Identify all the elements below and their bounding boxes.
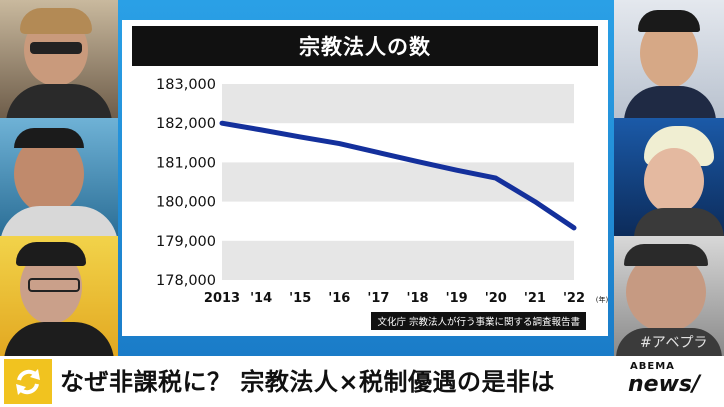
x-tick-label: 2013: [204, 291, 240, 306]
y-tick-label: 183,000: [156, 77, 216, 93]
x-tick-label: '19: [446, 291, 468, 306]
panelist-video-4: [614, 0, 724, 118]
grid-band: [222, 162, 574, 202]
y-tick-label: 182,000: [156, 116, 216, 132]
x-tick-label: '17: [367, 291, 389, 306]
caption-bar: [0, 356, 724, 407]
caption-text: なぜ非課税に？ 宗教法人×税制優遇の是非は: [60, 368, 555, 396]
y-tick-label: 180,000: [156, 195, 216, 211]
line-chart: 183,000 182,000 181,000 180,000 179,000 178,0…: [156, 77, 608, 306]
abema-news-logo: ABEMA news/: [622, 360, 722, 404]
grid-band: [222, 240, 574, 280]
y-tick-label: 181,000: [156, 155, 216, 171]
x-tick-label: '20: [485, 291, 507, 306]
panelist-video-2: [0, 118, 118, 236]
x-unit-label: (年): [596, 295, 608, 304]
y-tick-label: 178,000: [156, 273, 216, 289]
chart-board: 宗教法人の数 183,000 182,000 181,000 180,000 179,0…: [122, 20, 608, 336]
panelist-video-5: [614, 118, 724, 236]
grid-band: [222, 84, 574, 124]
x-tick-label: '14: [250, 291, 272, 306]
panelist-video-1: [0, 0, 118, 118]
refresh-arrows-icon: [4, 359, 52, 404]
hashtag-label: #アベプラ: [640, 335, 708, 351]
y-tick-label: 179,000: [156, 234, 216, 250]
x-tick-label: '22: [563, 291, 585, 306]
x-tick-label: '18: [407, 291, 429, 306]
chart-title: 宗教法人の数: [132, 26, 598, 66]
chart-source: 文化庁 宗教法人が行う事業に関する調査報告書: [371, 312, 586, 330]
x-tick-label: '16: [328, 291, 350, 306]
x-tick-label: '21: [524, 291, 546, 306]
panelist-video-6: [614, 236, 724, 356]
x-tick-label: '15: [289, 291, 311, 306]
series-line: [219, 120, 577, 231]
panelist-video-3: [0, 236, 118, 356]
